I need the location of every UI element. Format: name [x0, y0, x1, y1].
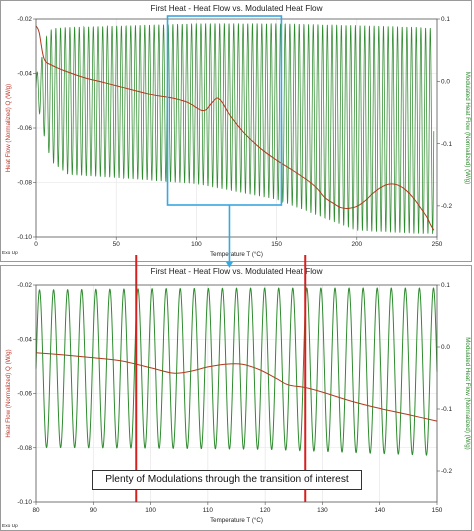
- y-tick-label: -0.02: [17, 282, 32, 289]
- x-tick-label: 100: [145, 507, 156, 514]
- x-tick-label: 120: [260, 507, 271, 514]
- x-tick-label: 150: [432, 507, 443, 514]
- y-tick-label: -0.06: [17, 125, 32, 132]
- y-tick-label: -0.08: [17, 180, 32, 187]
- y2-axis-label: Modulated Heat Flow (Normalized) (W/g): [464, 72, 471, 184]
- chart-title: First Heat - Heat Flow vs. Modulated Hea…: [151, 267, 323, 276]
- x-tick-label: 100: [191, 241, 202, 248]
- y-tick-label: -0.08: [17, 445, 32, 452]
- x-tick-label: 50: [113, 241, 121, 248]
- y-tick-label: -0.10: [17, 234, 32, 241]
- y2-tick-label: -0.2: [441, 468, 452, 475]
- zoom-region-box: [166, 15, 283, 206]
- heat-flow-line: [35, 352, 438, 422]
- y2-tick-label: 0.1: [441, 282, 450, 289]
- x-tick-label: 110: [203, 507, 214, 514]
- x-tick-label: 140: [374, 507, 385, 514]
- y-tick-label: -0.10: [17, 499, 32, 506]
- x-tick-label: 250: [432, 241, 443, 248]
- y2-axis-label: Modulated Heat Flow (Normalized) (W/g): [464, 337, 471, 449]
- x-tick-label: 90: [90, 507, 98, 514]
- zoom-arrow-head: [225, 262, 233, 268]
- annotation-box: Plenty of Modulations through the transi…: [92, 470, 362, 490]
- x-tick-label: 130: [317, 507, 328, 514]
- y-axis-label: Heat Flow (Normalized) Q (W/g): [5, 84, 12, 172]
- y2-tick-label: 0.0: [441, 78, 450, 85]
- exo-up-label: Exo Up: [2, 250, 18, 256]
- modulated-heat-flow-line: [35, 23, 435, 235]
- heat-flow-line: [35, 25, 435, 231]
- x-axis-label: Temperature T (°C): [210, 517, 263, 524]
- y-tick-label: -0.04: [17, 71, 32, 78]
- y-tick-label: -0.06: [17, 391, 32, 398]
- x-tick-label: 200: [351, 241, 362, 248]
- x-tick-label: 80: [32, 507, 40, 514]
- y2-tick-label: 0.0: [441, 344, 450, 351]
- modulated-heat-flow-line: [35, 287, 438, 456]
- chart-title: First Heat - Heat Flow vs. Modulated Hea…: [151, 4, 323, 13]
- y2-tick-label: -0.1: [441, 406, 452, 413]
- y2-tick-label: 0.1: [441, 16, 450, 23]
- exo-up-label: Exo Up: [2, 523, 18, 529]
- y2-tick-label: -0.2: [441, 203, 452, 210]
- x-tick-label: 150: [271, 241, 282, 248]
- x-axis-label: Temperature T (°C): [210, 251, 263, 258]
- x-tick-label: 0: [34, 241, 38, 248]
- y-axis-label: Heat Flow (Normalized) Q (W/g): [5, 349, 12, 437]
- y-tick-label: -0.02: [17, 16, 32, 23]
- y-tick-label: -0.04: [17, 336, 32, 343]
- y2-tick-label: -0.1: [441, 141, 452, 148]
